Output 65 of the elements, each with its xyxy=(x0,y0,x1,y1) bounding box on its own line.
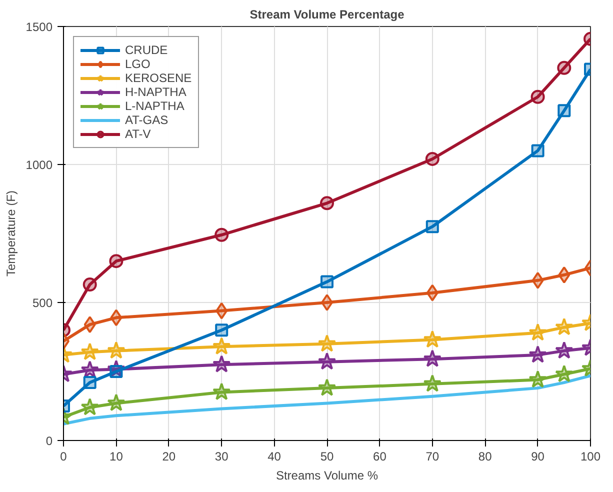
point xyxy=(423,374,442,392)
point xyxy=(528,323,547,341)
x-tick-label: 10 xyxy=(110,450,124,464)
point xyxy=(318,378,336,396)
point xyxy=(110,309,122,326)
point xyxy=(212,382,231,400)
x-tick-label: 30 xyxy=(214,450,229,464)
x-tick-label: 100 xyxy=(580,450,601,464)
point xyxy=(530,90,545,104)
point xyxy=(426,284,438,302)
x-tick-label: 40 xyxy=(268,450,282,464)
point xyxy=(84,316,96,334)
point xyxy=(318,334,336,352)
x-tick-label: 0 xyxy=(60,450,68,464)
y-tick-label: 500 xyxy=(32,296,53,310)
y-axis-title: Temperature (F) xyxy=(4,190,18,277)
x-tick-label: 90 xyxy=(531,450,545,464)
point xyxy=(528,345,547,363)
point xyxy=(320,275,334,288)
x-tick-label: 70 xyxy=(426,450,440,464)
point xyxy=(532,272,544,289)
y-tick-label: 0 xyxy=(46,434,53,448)
point xyxy=(212,337,231,355)
point xyxy=(558,104,571,118)
y-tick-label: 1000 xyxy=(26,158,53,172)
x-tick-label: 80 xyxy=(478,450,492,464)
point xyxy=(80,342,99,360)
point xyxy=(80,398,99,416)
point xyxy=(215,324,228,337)
point xyxy=(557,60,572,75)
point xyxy=(82,278,97,292)
point xyxy=(423,330,442,348)
point xyxy=(214,228,229,242)
x-tick-label: 60 xyxy=(373,450,387,464)
legend-label: L-NAPTHA xyxy=(125,99,184,113)
y-tick-label: 1500 xyxy=(26,20,53,34)
point xyxy=(318,352,336,370)
x-tick-label: 20 xyxy=(162,450,176,464)
legend-label: H-NAPTHA xyxy=(125,85,186,99)
point xyxy=(423,350,442,367)
point xyxy=(426,220,439,234)
legend-label: AT-V xyxy=(125,127,151,141)
x-tick-label: 50 xyxy=(320,450,334,464)
point xyxy=(212,355,231,372)
point xyxy=(320,196,334,210)
point xyxy=(107,341,126,359)
point xyxy=(109,254,124,268)
point xyxy=(528,370,547,388)
point xyxy=(80,360,99,378)
legend-label: CRUDE xyxy=(125,43,168,57)
chart-title: Stream Volume Percentage xyxy=(250,8,405,22)
point xyxy=(531,144,544,158)
legend-label: KEROSENE xyxy=(125,71,192,85)
point xyxy=(555,341,574,359)
legend-label: LGO xyxy=(125,57,150,71)
point xyxy=(321,294,333,311)
point xyxy=(425,152,440,166)
legend-label: AT-GAS xyxy=(125,113,168,127)
point xyxy=(216,302,228,320)
point xyxy=(555,318,574,336)
point xyxy=(83,376,96,390)
x-axis-title: Streams Volume % xyxy=(276,468,378,482)
point xyxy=(558,266,570,284)
point xyxy=(107,394,126,412)
point xyxy=(555,364,574,382)
